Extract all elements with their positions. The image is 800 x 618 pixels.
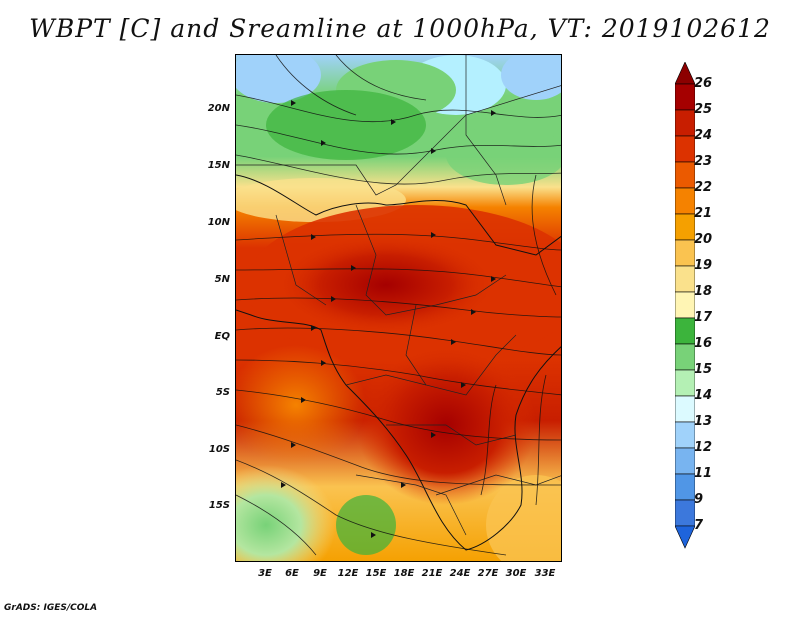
lon-label: 3E	[258, 568, 272, 579]
colorbar-box	[675, 135, 695, 163]
colorbar-label: 19	[694, 258, 713, 273]
credit-text: GrADS: IGES/COLA	[4, 603, 98, 613]
lon-label: 27E	[477, 568, 499, 579]
colorbar-box	[675, 109, 695, 137]
colorbar-box	[675, 369, 695, 397]
colorbar-box	[675, 499, 695, 527]
colorbar-box	[675, 239, 695, 267]
lat-label: 5S	[215, 387, 230, 398]
lon-label: 24E	[449, 568, 471, 579]
colorbar-label: 15	[694, 362, 713, 377]
lon-label: 30E	[505, 568, 527, 579]
lon-label: 15E	[365, 568, 387, 579]
lon-label: 9E	[313, 568, 327, 579]
colorbar-label: 26	[694, 76, 713, 91]
colorbar-box	[675, 161, 695, 189]
lon-label: 18E	[393, 568, 415, 579]
colorbar-label: 18	[694, 284, 713, 299]
colorbar-box	[675, 421, 695, 449]
colorbar-label: 25	[694, 102, 713, 117]
colorbar-box	[675, 395, 695, 423]
colorbar-label: 16	[694, 336, 713, 351]
wbpt-field-map	[236, 55, 561, 561]
colorbar-box	[675, 343, 695, 371]
lat-label: 10S	[208, 444, 230, 455]
colorbar-label: 21	[694, 206, 713, 221]
colorbar-box	[675, 83, 695, 111]
lat-label: 15N	[207, 160, 230, 171]
colorbar-box	[675, 291, 695, 319]
colorbar-label: 22	[694, 180, 713, 195]
colorbar-label: 7	[694, 518, 704, 533]
lat-label: EQ	[214, 331, 230, 342]
chart-title: WBPT [C] and Sreamline at 1000hPa, VT: 2…	[29, 14, 771, 43]
colorbar-label: 11	[694, 466, 713, 481]
colorbar-box	[675, 317, 695, 345]
colorbar-bottom-arrow	[675, 525, 695, 549]
lat-label: 15S	[208, 500, 230, 511]
lon-label: 6E	[285, 568, 299, 579]
colorbar-box	[675, 447, 695, 475]
lon-label: 21E	[421, 568, 443, 579]
map-panel	[235, 54, 562, 562]
lat-label: 5N	[214, 274, 230, 285]
colorbar-label: 9	[694, 492, 704, 507]
colorbar-box	[675, 187, 695, 215]
colorbar-label: 12	[694, 440, 713, 455]
colorbar-box	[675, 213, 695, 241]
colorbar-label: 13	[694, 414, 713, 429]
colorbar-label: 23	[694, 154, 713, 169]
lon-label: 33E	[534, 568, 556, 579]
colorbar-label: 14	[694, 388, 713, 403]
colorbar-label: 17	[694, 310, 713, 325]
lat-label: 20N	[207, 103, 230, 114]
colorbar-top-arrow	[675, 62, 695, 85]
lat-label: 10N	[207, 217, 230, 228]
colorbar	[675, 62, 695, 549]
colorbar-label: 24	[694, 128, 713, 143]
colorbar-label: 20	[694, 232, 713, 247]
colorbar-box	[675, 473, 695, 501]
lon-label: 12E	[337, 568, 359, 579]
colorbar-box	[675, 265, 695, 293]
